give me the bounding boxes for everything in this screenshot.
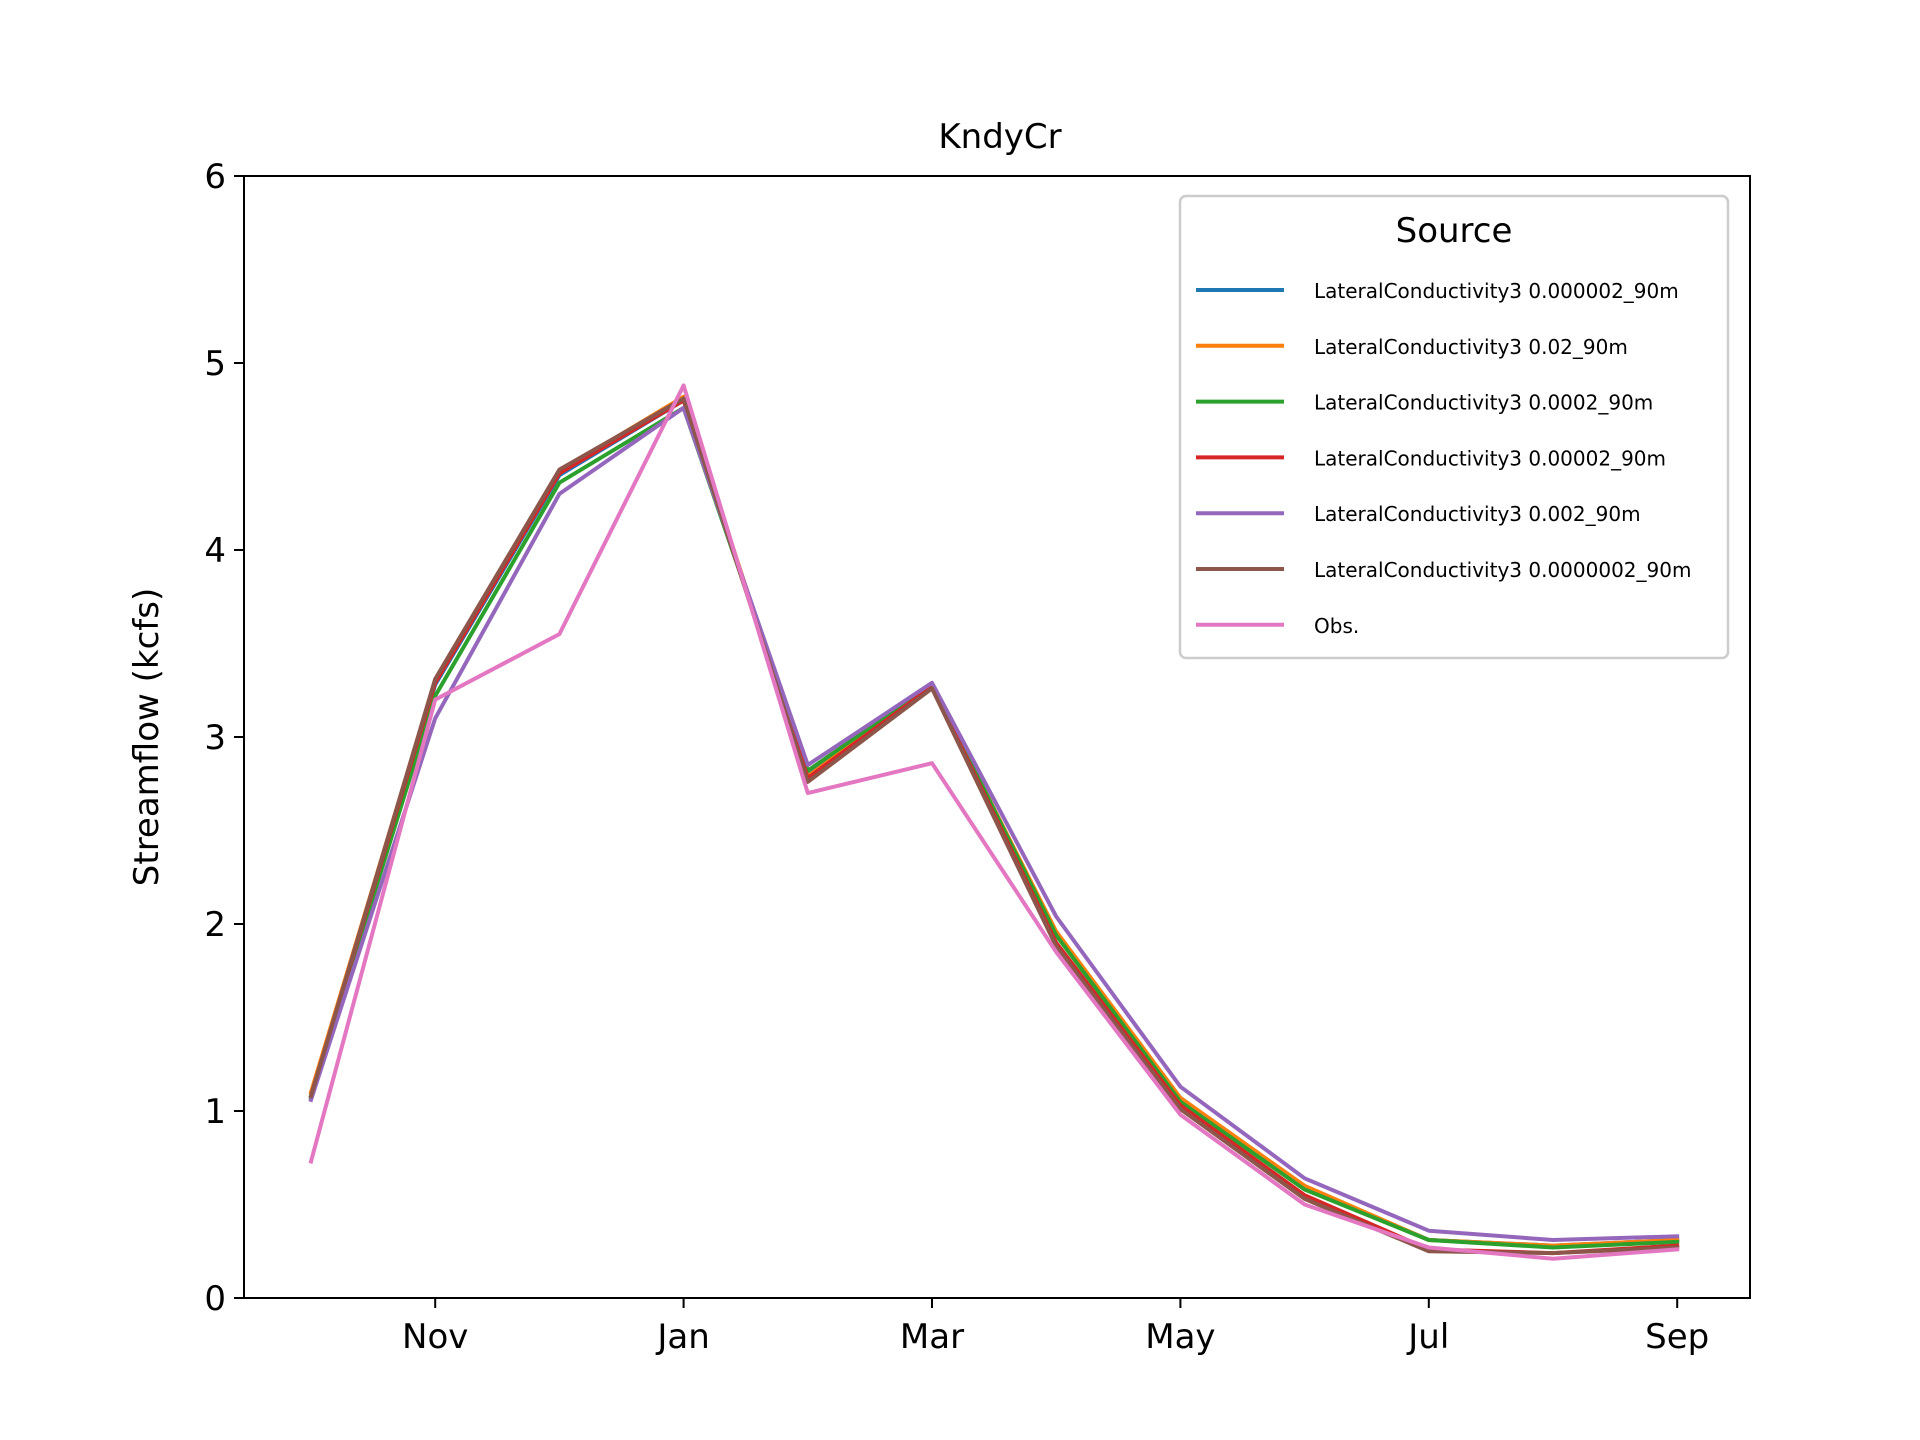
y-tick-label: 0 (204, 1279, 226, 1319)
legend-entries: LateralConductivity3 0.000002_90m Lateral… (1196, 279, 1691, 638)
y-axis-label: Streamflow (kcfs) (127, 588, 167, 886)
series-line-7 (308, 383, 1680, 1261)
y-tick-label: 3 (204, 718, 226, 758)
x-tick-label: Nov (402, 1317, 468, 1357)
legend-label-5: LateralConductivity3 0.002_90m (1314, 502, 1641, 526)
legend-label-6: LateralConductivity3 0.0000002_90m (1314, 558, 1691, 582)
y-tick-label: 2 (204, 905, 226, 945)
legend-label-4: LateralConductivity3 0.00002_90m (1314, 446, 1666, 470)
series-line-5 (308, 405, 1680, 1242)
legend-box (1178, 194, 1730, 660)
y-axis: 0 1 2 3 4 5 6 (204, 157, 244, 1319)
x-tick-label: May (1145, 1317, 1215, 1357)
x-tick-label: Jul (1406, 1317, 1449, 1357)
legend-label-2: LateralConductivity3 0.02_90m (1314, 335, 1628, 359)
x-tick-label: Mar (900, 1317, 964, 1357)
legend: Source LateralConductivity3 0.000002_90m… (1178, 194, 1730, 660)
y-tick-label: 5 (204, 344, 226, 384)
series-line-6 (308, 396, 1680, 1256)
y-tick-label: 6 (204, 157, 226, 197)
legend-label-3: LateralConductivity3 0.0002_90m (1314, 391, 1653, 415)
chart-title: KndyCr (938, 117, 1061, 157)
y-tick-label: 1 (204, 1092, 226, 1132)
series-line-3 (308, 405, 1680, 1250)
x-tick-label: Sep (1645, 1317, 1709, 1357)
series-layer (308, 383, 1680, 1261)
y-tick-label: 4 (204, 531, 226, 571)
legend-label-7: Obs. (1314, 614, 1359, 638)
x-tick-label: Jan (655, 1317, 709, 1357)
legend-title: Source (1396, 211, 1513, 251)
x-axis: Nov Jan Mar May Jul Sep (402, 1298, 1709, 1357)
plot-area (243, 175, 1751, 1299)
legend-label-1: LateralConductivity3 0.000002_90m (1314, 279, 1679, 303)
